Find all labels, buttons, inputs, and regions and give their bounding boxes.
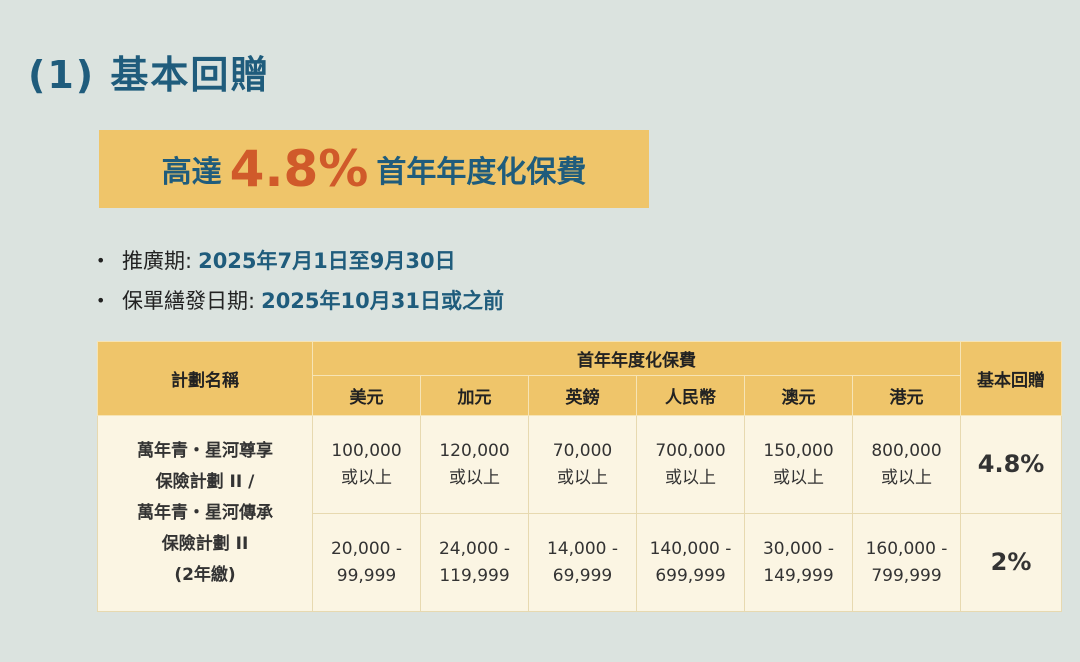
currency-header: 英鎊 [528, 375, 637, 416]
bullet-promo-period: • 推廣期: 2025年7月1日至9月30日 [96, 240, 504, 280]
cell-line: 或以上 [449, 467, 500, 488]
plan-name-line: (2年繳) [174, 565, 236, 585]
bullet-dot-icon: • [96, 250, 106, 270]
premium-cell: 800,000 或以上 [851, 415, 962, 514]
reward-cell: 2% [960, 513, 1063, 612]
cell-line: 69,999 [552, 565, 613, 586]
plan-name-cell: 萬年青・星河尊享 保險計劃 II / 萬年青・星河傳承 保險計劃 II (2年繳… [97, 415, 313, 612]
premium-cell: 70,000 或以上 [528, 415, 637, 514]
cell-line: 699,999 [655, 565, 726, 586]
cell-line: 14,000 - [546, 538, 619, 559]
cell-line: 799,999 [871, 565, 942, 586]
reward-cell: 4.8% [960, 415, 1063, 514]
banner-prefix: 高達 [161, 155, 222, 190]
premium-cell: 120,000 或以上 [420, 415, 529, 514]
bullet-value: 2025年10月31日或之前 [261, 289, 504, 313]
cell-line: 120,000 [439, 440, 510, 461]
cell-line: 或以上 [341, 467, 392, 488]
cell-line: 20,000 - [330, 538, 403, 559]
bullet-value: 2025年7月1日至9月30日 [198, 249, 456, 273]
cell-line: 100,000 [331, 440, 402, 461]
cell-line: 或以上 [773, 467, 824, 488]
cell-line: 或以上 [665, 467, 716, 488]
reward-table: 計劃名稱 首年年度化保費 基本回贈 美元 加元 英鎊 人民幣 澳元 港元 萬年青… [97, 341, 1063, 612]
cell-line: 119,999 [439, 565, 510, 586]
currency-header: 港元 [851, 375, 962, 416]
bullet-label: 推廣期: [122, 249, 193, 273]
premium-cell: 700,000 或以上 [636, 415, 745, 514]
cell-line: 800,000 [871, 440, 942, 461]
table-row: 萬年青・星河尊享 保險計劃 II / 萬年青・星河傳承 保險計劃 II (2年繳… [97, 415, 1063, 612]
premium-cell: 14,000 - 69,999 [528, 513, 637, 612]
bullet-list: • 推廣期: 2025年7月1日至9月30日 • 保單繕發日期: 2025年10… [96, 240, 504, 320]
plan-name-header: 計劃名稱 [97, 341, 313, 416]
cell-line: 或以上 [881, 467, 933, 488]
premium-cell: 150,000 或以上 [744, 415, 853, 514]
table-row: 20,000 - 99,999 24,000 - 119,999 14,000 - 6… [98, 513, 1063, 612]
premium-cell: 20,000 - 99,999 [312, 513, 421, 612]
cell-line: 30,000 - [762, 538, 835, 559]
plan-name-line: 保險計劃 II [161, 534, 249, 554]
premium-cell: 100,000 或以上 [312, 415, 421, 514]
cell-line: 140,000 - [649, 538, 732, 559]
reward-header: 基本回贈 [960, 341, 1063, 416]
cell-line: 160,000 - [865, 538, 948, 559]
currency-header: 人民幣 [636, 375, 745, 416]
plan-name-line: 萬年青・星河傳承 [137, 503, 273, 523]
cell-line: 149,999 [763, 565, 834, 586]
cell-line: 99,999 [336, 565, 397, 586]
cell-line: 70,000 [552, 440, 613, 461]
premium-cell: 24,000 - 119,999 [420, 513, 529, 612]
plan-name-line: 萬年青・星河尊享 [137, 441, 273, 461]
plan-name-line: 保險計劃 II / [155, 472, 255, 492]
premium-cell: 30,000 - 149,999 [744, 513, 853, 612]
banner-suffix: 首年年度化保費 [376, 155, 587, 190]
cell-line: 或以上 [557, 467, 608, 488]
bullet-label: 保單繕發日期: [122, 289, 256, 313]
promo-banner: 高達 4.8% 首年年度化保費 [99, 130, 649, 208]
banner-percent: 4.8% [229, 140, 369, 198]
currency-header: 美元 [312, 375, 421, 416]
cell-line: 700,000 [655, 440, 726, 461]
bullet-issue-date: • 保單繕發日期: 2025年10月31日或之前 [96, 280, 504, 320]
cell-line: 24,000 - [438, 538, 511, 559]
currency-header: 加元 [420, 375, 529, 416]
premium-header: 首年年度化保費 [311, 341, 962, 376]
currency-header: 澳元 [744, 375, 853, 416]
bullet-dot-icon: • [96, 290, 106, 310]
cell-line: 150,000 [763, 440, 834, 461]
premium-cell: 140,000 - 699,999 [636, 513, 745, 612]
premium-cell: 160,000 - 799,999 [851, 513, 962, 612]
section-title: (1) 基本回贈 [28, 53, 271, 97]
